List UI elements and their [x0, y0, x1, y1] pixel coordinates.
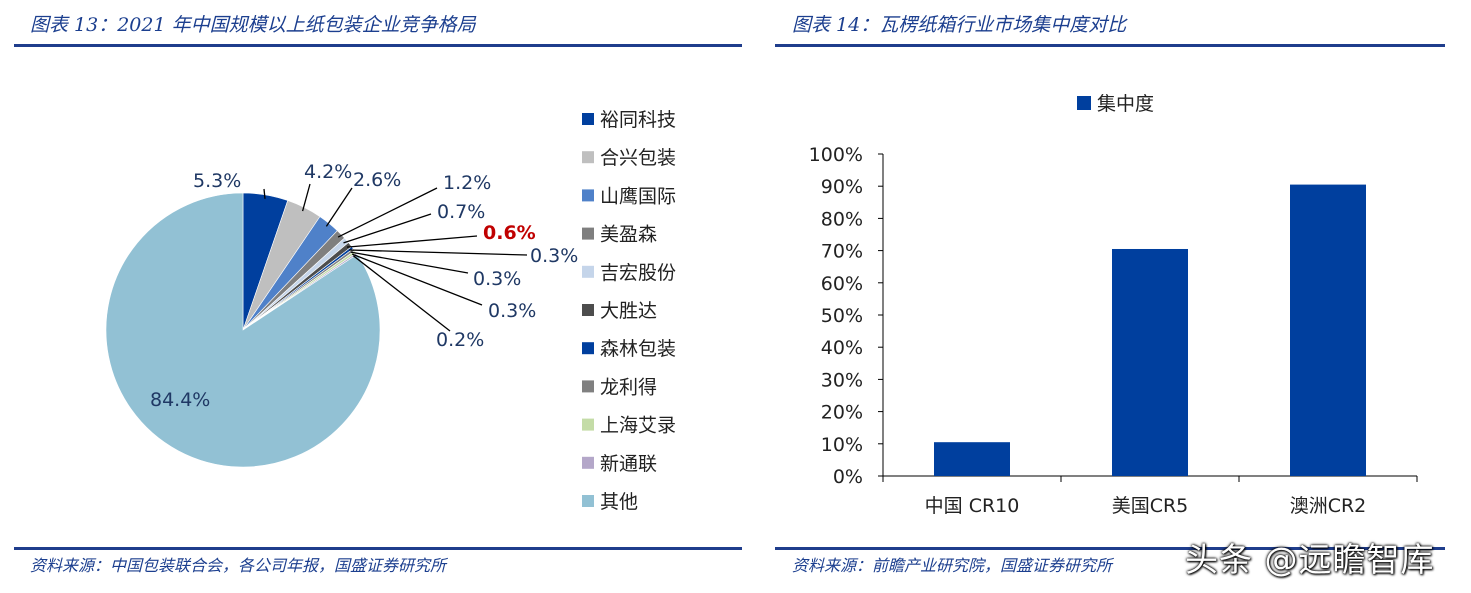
left-source-note: 资料来源：中国包装联合会，各公司年报，国盛证券研究所	[30, 556, 447, 575]
pie-data-label-5: 0.6%	[483, 222, 536, 244]
legend-label-1: 合兴包装	[600, 147, 676, 169]
y-tick-label-9: 90%	[821, 176, 863, 198]
pie-data-label-8: 0.3%	[488, 300, 536, 322]
y-tick-label-2: 20%	[821, 402, 863, 424]
right-title-rule	[775, 44, 1445, 47]
legend-swatch-9	[582, 456, 594, 469]
pie-leader-line-1	[301, 183, 311, 212]
y-tick-label-5: 50%	[821, 305, 863, 327]
bar-1	[1112, 248, 1188, 476]
legend-label-0: 裕同科技	[600, 109, 676, 131]
left-source-rule	[14, 547, 742, 550]
pie-chart: 5.3% 4.2% 2.6% 1.2%0.7%0.6%0.3%0.3%0.3%0.2%…	[105, 109, 676, 513]
pie-slice-10	[105, 192, 381, 468]
legend-swatch-1	[582, 151, 594, 164]
legend-label-10: 其他	[600, 491, 638, 513]
x-category-label-0: 中国 CR10	[925, 495, 1020, 517]
y-tick-label-3: 30%	[821, 369, 863, 391]
y-tick-label-6: 60%	[821, 273, 863, 295]
pie-data-label-6: 0.3%	[530, 245, 578, 267]
right-figure-title: 图表 14：瓦楞纸箱行业市场集中度对比	[792, 14, 1127, 36]
pie-leader-line-0	[263, 188, 266, 199]
right-source-rule	[775, 547, 1445, 550]
left-figure-title: 图表 13：2021 年中国规模以上纸包装企业竞争格局	[30, 14, 476, 36]
y-tick-label-0: 0%	[833, 466, 863, 488]
bar-legend-swatch	[1077, 96, 1091, 110]
pie-leader-line-9	[353, 255, 451, 332]
legend-label-5: 大胜达	[600, 300, 657, 322]
y-tick-label-8: 80%	[821, 208, 863, 230]
legend-label-7: 龙利得	[600, 376, 657, 398]
legend-label-6: 森林包装	[600, 338, 676, 360]
pie-leader-line-6	[349, 249, 528, 256]
legend-swatch-4	[582, 265, 594, 278]
bar-0	[934, 442, 1010, 476]
legend-swatch-0	[582, 113, 594, 125]
legend-swatch-6	[582, 342, 594, 355]
legend-label-9: 新通联	[600, 453, 657, 475]
pie-data-label-0: 5.3%	[193, 170, 241, 192]
legend-label-4: 吉宏股份	[600, 262, 676, 284]
legend-swatch-8	[582, 418, 594, 431]
pie-leader-line-4	[343, 213, 432, 244]
left-title-rule	[14, 44, 742, 47]
y-tick-label-4: 40%	[821, 337, 863, 359]
y-tick-label-1: 10%	[821, 434, 863, 456]
pie-data-label-2: 2.6%	[353, 169, 401, 191]
legend-label-8: 上海艾录	[600, 415, 676, 437]
pie-data-label-7: 0.3%	[473, 268, 521, 290]
pie-leader-line-8	[351, 253, 483, 306]
pie-data-label-10: 84.4%	[150, 389, 210, 411]
bar-legend-label: 集中度	[1097, 93, 1154, 115]
pie-data-label-1: 4.2%	[304, 161, 352, 183]
legend-swatch-5	[582, 304, 594, 316]
y-tick-label-10: 100%	[809, 144, 863, 166]
pie-data-label-3: 1.2%	[443, 172, 491, 194]
right-source-note: 资料来源：前瞻产业研究院，国盛证券研究所	[792, 556, 1113, 575]
pie-leader-line-7	[350, 251, 469, 274]
legend-swatch-10	[582, 495, 594, 507]
x-category-label-1: 美国CR5	[1112, 495, 1189, 517]
pie-leader-line-3	[337, 187, 438, 238]
bar-2	[1290, 184, 1366, 476]
y-tick-label-7: 70%	[821, 241, 863, 263]
watermark: 头条 @远瞻智库	[1185, 540, 1435, 579]
legend-swatch-3	[582, 227, 594, 240]
x-category-label-2: 澳洲CR2	[1290, 495, 1367, 517]
legend-swatch-7	[582, 380, 594, 393]
pie-leader-line-2	[325, 187, 353, 227]
pie-data-label-9: 0.2%	[436, 329, 484, 351]
bar-chart: 集中度 0% 10% 20% 30% 40% 50% 60% 70% 80% 90% 100% 中国 …	[809, 93, 1418, 517]
pie-leader-line-5	[346, 235, 478, 248]
legend-label-3: 美盈森	[600, 224, 657, 246]
pie-data-label-4: 0.7%	[437, 201, 485, 223]
legend-swatch-2	[582, 189, 594, 202]
legend-label-2: 山鹰国际	[600, 185, 676, 207]
